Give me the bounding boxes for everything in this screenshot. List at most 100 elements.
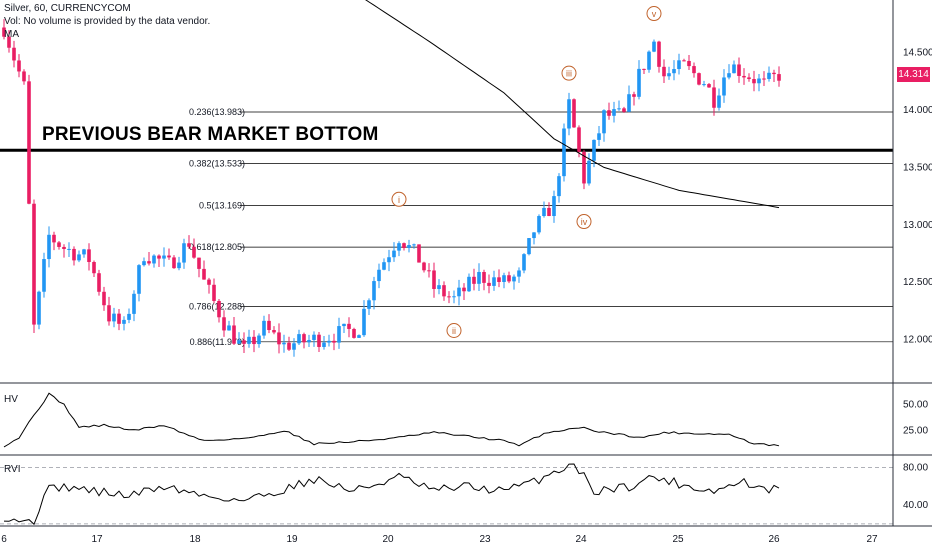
last-price-badge: 14.314 (897, 67, 930, 82)
candle-body (157, 255, 161, 259)
candle-body (452, 296, 456, 298)
candle-body (442, 285, 446, 297)
candle-body (207, 279, 211, 285)
wave-circle (391, 191, 407, 207)
candle-body (322, 342, 326, 347)
candle-body (177, 262, 181, 269)
candle-body (567, 99, 571, 129)
candle-body (262, 320, 266, 336)
candle-body (462, 287, 466, 292)
candle-body (727, 73, 731, 78)
candle-body (547, 207, 551, 217)
candle-body (72, 248, 76, 261)
candle-body (347, 323, 351, 329)
candle-body (42, 259, 46, 292)
candle-body (167, 255, 171, 258)
candle-body (317, 334, 321, 347)
candle-body (522, 254, 526, 271)
candle-body (497, 277, 501, 282)
candle-body (372, 281, 376, 301)
candle-body (532, 232, 536, 239)
ma-indicator-label[interactable]: MA (4, 29, 19, 40)
candle-body (582, 151, 586, 184)
fib-label: 0.886(11.979) (190, 337, 245, 347)
fib-label: 0.786(12.288) (189, 301, 245, 311)
ma-curve (365, 0, 780, 209)
price-tick-label: 13.000 (903, 220, 932, 231)
wave-label: ii (452, 326, 456, 336)
candle-body (742, 75, 746, 78)
candle-body (192, 246, 196, 258)
wave-circle (646, 6, 662, 22)
time-tick-label: 17 (91, 534, 103, 545)
candle-body (187, 243, 191, 247)
candle-body (352, 328, 356, 338)
candle-body (757, 78, 761, 84)
candle-body (427, 270, 431, 272)
candle-body (712, 87, 716, 108)
candle-body (17, 60, 21, 72)
candle-body (612, 109, 616, 116)
candle-body (577, 127, 581, 152)
candle-body (87, 249, 91, 263)
candle-body (687, 60, 691, 67)
candle-body (682, 60, 686, 62)
candle-body (97, 273, 101, 292)
time-tick-label: 23 (479, 534, 491, 545)
candle-body (217, 300, 221, 318)
candle-body (312, 334, 316, 340)
candle-body (512, 276, 516, 282)
hv-pane: 25.00 50.00 (3, 392, 928, 448)
osc-tick-label: 50.00 (903, 400, 928, 411)
price-axis[interactable]: 12.000 12.500 13.000 13.500 14.000 14.500 (903, 48, 932, 346)
candle-body (622, 108, 626, 112)
candle-body (722, 77, 726, 96)
candle-body (507, 275, 511, 282)
candle-body (517, 270, 521, 277)
osc-tick-label: 25.00 (903, 425, 928, 436)
candle-body (752, 79, 756, 84)
candle-body (232, 325, 236, 344)
candle-body (402, 243, 406, 248)
candle-body (492, 277, 496, 286)
candle-body (247, 336, 251, 344)
candle-body (242, 340, 246, 344)
candle-body (282, 342, 286, 345)
hv-label[interactable]: HV (4, 394, 18, 405)
candle-body (377, 269, 381, 282)
candle-body (327, 340, 331, 343)
candle-body (27, 81, 31, 204)
candle-body (337, 326, 341, 343)
time-axis[interactable]: 6 17 18 19 20 23 24 25 26 27 (1, 534, 878, 545)
candle-body (572, 99, 576, 128)
candle-body (432, 270, 436, 289)
candle-body (37, 291, 41, 325)
price-tick-label: 14.000 (903, 105, 932, 116)
candle-body (632, 94, 636, 97)
time-tick-label: 26 (768, 534, 780, 545)
candle-body (592, 139, 596, 161)
candle-body (362, 308, 366, 336)
candle-body (472, 276, 476, 284)
time-tick-label: 24 (575, 534, 587, 545)
candle-body (397, 243, 401, 251)
candle-body (537, 216, 541, 233)
price-tick-label: 12.500 (903, 277, 932, 288)
time-tick-label: 6 (1, 534, 7, 545)
candle-body (367, 300, 371, 309)
candle-body (12, 47, 16, 61)
candle-body (267, 320, 271, 331)
rvi-label[interactable]: RVI (4, 464, 21, 475)
candle-body (202, 268, 206, 280)
candle-body (717, 95, 721, 108)
candle-body (747, 77, 751, 80)
candle-body (122, 319, 126, 324)
candle-body (237, 340, 241, 344)
candle-body (702, 84, 706, 86)
candle-body (92, 262, 96, 274)
candle-body (732, 64, 736, 74)
candle-body (672, 69, 676, 74)
candle-body (667, 73, 671, 77)
